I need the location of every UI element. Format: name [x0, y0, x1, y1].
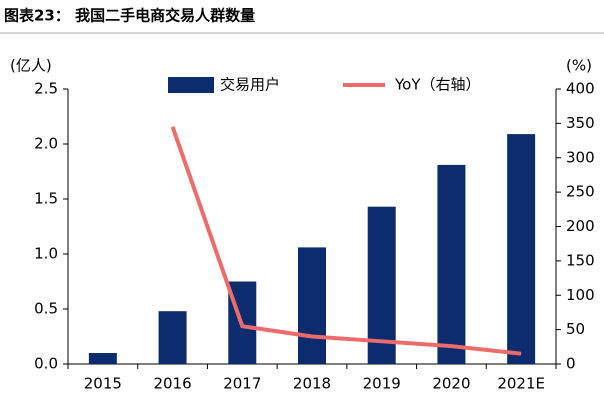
y2-tick-label: 200	[566, 217, 595, 235]
bar	[298, 247, 326, 364]
y2-tick-label: 350	[566, 114, 595, 132]
x-tick-label: 2018	[293, 375, 331, 393]
y-tick-label: 2.5	[34, 80, 58, 98]
legend-label: YoY（右轴）	[394, 76, 481, 94]
legend-label: 交易用户	[220, 76, 280, 94]
bar	[88, 353, 117, 364]
chart-title: 图表23： 我国二手电商交易人群数量	[4, 7, 255, 25]
y2-tick-label: 0	[566, 355, 576, 373]
x-tick-label: 2019	[363, 375, 401, 393]
x-tick-label: 2015	[84, 375, 122, 393]
x-tick-label: 2016	[153, 375, 191, 393]
y-tick-label: 0.0	[34, 355, 58, 373]
bar	[507, 134, 536, 364]
y-tick-label: 0.5	[34, 300, 58, 318]
bar	[158, 311, 187, 364]
x-tick-label: 2021E	[497, 375, 545, 393]
bar	[437, 164, 466, 364]
y2-unit: (%)	[566, 57, 592, 75]
y-tick-label: 2.0	[34, 135, 58, 153]
y2-tick-label: 250	[566, 183, 595, 201]
y2-tick-label: 300	[566, 148, 595, 166]
y-unit: (亿人)	[10, 57, 52, 75]
y2-tick-label: 100	[566, 286, 595, 304]
bar	[367, 206, 396, 364]
y2-tick-label: 50	[566, 320, 585, 338]
x-tick-label: 2017	[223, 375, 261, 393]
y2-tick-label: 150	[566, 251, 595, 269]
x-tick-label: 2020	[432, 375, 470, 393]
y-tick-label: 1.0	[34, 245, 58, 263]
y-tick-label: 1.5	[34, 190, 58, 208]
legend-swatch	[168, 77, 214, 93]
y2-tick-label: 400	[566, 80, 595, 98]
line	[170, 126, 522, 356]
